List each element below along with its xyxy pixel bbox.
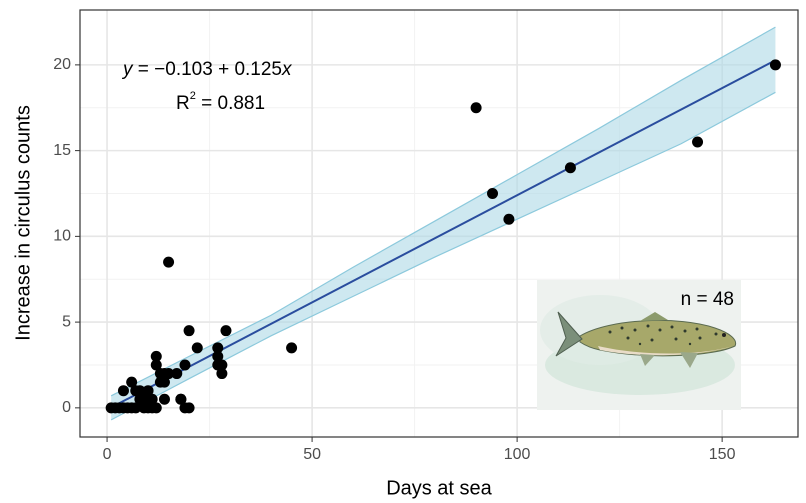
point xyxy=(692,136,704,148)
eq-x: x xyxy=(281,59,293,80)
point xyxy=(163,256,175,268)
point xyxy=(134,385,146,397)
fish-fin xyxy=(680,352,698,368)
point xyxy=(158,376,170,388)
point xyxy=(142,385,154,397)
n-label: n = 48 xyxy=(681,289,734,310)
point xyxy=(126,376,138,388)
y-tick-label: 5 xyxy=(62,313,71,330)
point xyxy=(487,187,499,199)
panel-border xyxy=(79,9,799,438)
point xyxy=(220,325,232,337)
r2-rest: = 0.881 xyxy=(196,93,265,114)
point xyxy=(117,385,129,397)
y-axis-title: Increase in circulus counts xyxy=(12,105,34,341)
point xyxy=(212,342,224,354)
x-tick-label: 0 xyxy=(103,446,112,463)
point xyxy=(171,368,183,380)
point xyxy=(191,342,203,354)
point xyxy=(769,59,781,71)
point xyxy=(146,393,158,405)
point xyxy=(150,350,162,362)
point xyxy=(163,368,175,380)
x-axis-title: Days at sea xyxy=(386,477,492,499)
point xyxy=(150,402,162,414)
y-tick-label: 15 xyxy=(53,142,71,159)
fish-spots xyxy=(608,324,718,346)
eq-y: y xyxy=(121,59,134,80)
fish-belly xyxy=(598,346,733,356)
point xyxy=(158,393,170,405)
equation: y = −0.103 + 0.125x xyxy=(121,59,293,80)
x-tick-label: 50 xyxy=(303,446,321,463)
y-tick-label: 10 xyxy=(53,228,71,245)
point xyxy=(175,393,187,405)
point xyxy=(216,359,228,371)
point xyxy=(564,162,576,174)
point xyxy=(130,402,142,414)
point xyxy=(183,325,195,337)
fish-tail xyxy=(555,311,583,357)
point xyxy=(216,368,228,380)
x-tick-label: 150 xyxy=(709,446,736,463)
r2-sup: 2 xyxy=(190,90,196,102)
points-layer xyxy=(105,59,781,414)
x-tick-label: 100 xyxy=(504,446,531,463)
fish-fin xyxy=(640,312,668,321)
point xyxy=(503,213,515,225)
fish-fin xyxy=(640,354,655,366)
fish-eye xyxy=(722,333,726,337)
point xyxy=(470,102,482,114)
point xyxy=(150,359,162,371)
y-tick-label: 0 xyxy=(62,399,71,416)
fish-illustration xyxy=(537,280,741,410)
point xyxy=(179,359,191,371)
y-tick-label: 20 xyxy=(53,56,71,73)
point xyxy=(286,342,298,354)
point xyxy=(212,350,224,362)
r2-r: R xyxy=(176,93,190,114)
point xyxy=(183,402,195,414)
r-squared: R2 = 0.881 xyxy=(176,90,265,114)
eq-body: = −0.103 + 0.125 xyxy=(133,59,283,80)
